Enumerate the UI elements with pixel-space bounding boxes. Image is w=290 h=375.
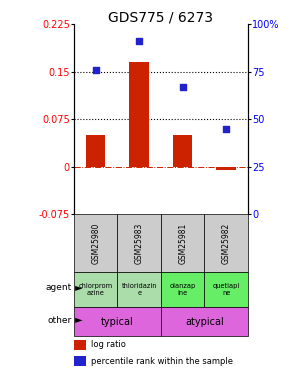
Text: thioridazin
e: thioridazin e [122, 283, 157, 296]
Text: log ratio: log ratio [91, 340, 126, 349]
Bar [74, 356, 86, 366]
Bar [173, 135, 193, 167]
Point [180, 84, 185, 90]
Bar [216, 167, 236, 170]
Bar [74, 272, 117, 307]
Text: GSM25983: GSM25983 [135, 222, 144, 264]
Bar [161, 307, 248, 336]
Bar [117, 272, 161, 307]
Bar [161, 272, 204, 307]
Bar [74, 339, 86, 350]
Text: atypical: atypical [185, 316, 224, 327]
Bar [204, 214, 248, 272]
Point [224, 126, 229, 132]
Bar [161, 214, 204, 272]
Text: GSM25981: GSM25981 [178, 223, 187, 264]
Text: other: other [48, 316, 72, 325]
Text: agent: agent [46, 284, 72, 292]
Text: quetiapi
ne: quetiapi ne [213, 283, 240, 296]
Title: GDS775 / 6273: GDS775 / 6273 [108, 10, 213, 24]
Point [137, 39, 142, 45]
Text: GSM25982: GSM25982 [222, 223, 231, 264]
Bar [204, 272, 248, 307]
Text: chlorprom
azine: chlorprom azine [79, 283, 113, 296]
Point [93, 67, 98, 73]
Bar [74, 214, 117, 272]
Text: olanzap
ine: olanzap ine [170, 283, 196, 296]
Text: typical: typical [101, 316, 134, 327]
Bar [117, 214, 161, 272]
Bar [129, 62, 149, 167]
Text: ►: ► [72, 283, 83, 293]
Bar [86, 135, 106, 167]
Text: ►: ► [72, 315, 83, 325]
Bar [74, 307, 161, 336]
Text: GSM25980: GSM25980 [91, 222, 100, 264]
Text: percentile rank within the sample: percentile rank within the sample [91, 357, 233, 366]
